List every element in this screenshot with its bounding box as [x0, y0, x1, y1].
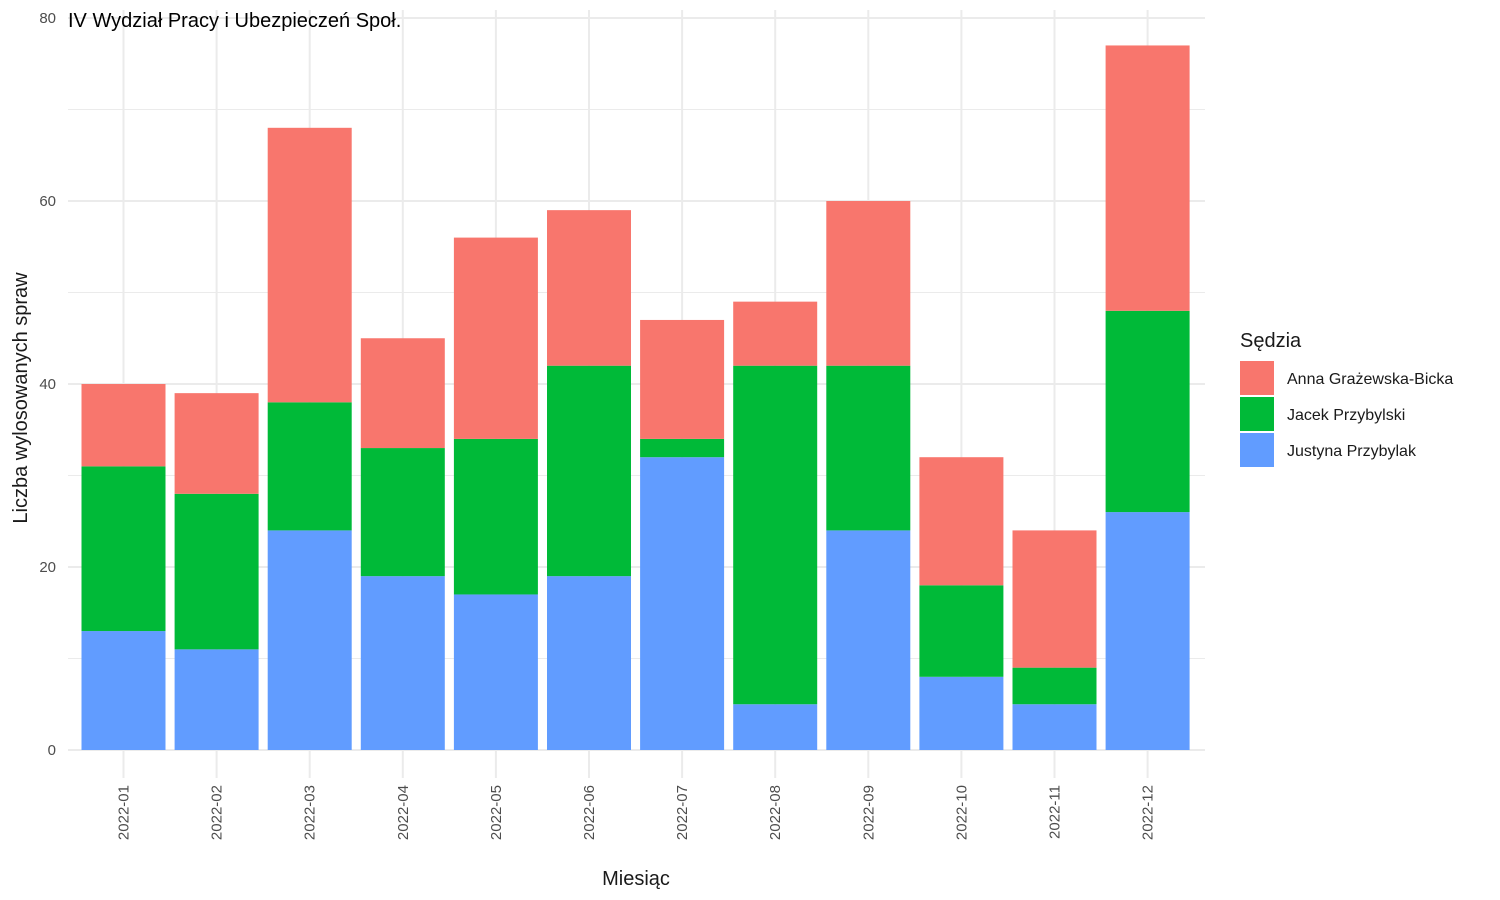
x-tick-label: 2022-10	[953, 785, 970, 840]
legend: Sędzia Anna Grażewska-Bicka Jacek Przybyl…	[1240, 330, 1453, 467]
bar-segment-2022-12-s1	[1105, 310, 1190, 513]
bar-segment-2022-07-s1	[640, 438, 725, 458]
bar-segment-2022-08-s1	[733, 365, 818, 705]
bar-segment-2022-10-s0	[919, 676, 1004, 750]
bar-segment-2022-01-s1	[81, 466, 166, 632]
bar-segment-2022-01-s2	[81, 384, 166, 467]
x-tick-label: 2022-03	[302, 785, 319, 840]
bar-segment-2022-03-s2	[267, 127, 352, 403]
legend-label: Jacek Przybylski	[1287, 407, 1405, 424]
bar-segment-2022-10-s2	[919, 457, 1004, 586]
bar-segment-2022-03-s0	[267, 530, 352, 750]
bar-segment-2022-05-s1	[453, 438, 538, 595]
legend-label: Anna Grażewska-Bicka	[1287, 371, 1453, 388]
x-axis-title: Miesiąc	[602, 868, 670, 890]
bar-segment-2022-10-s1	[919, 585, 1004, 677]
chart-title: IV Wydział Pracy i Ubezpieczeń Społ.	[68, 10, 401, 32]
bar-segment-2022-06-s1	[547, 365, 631, 577]
legend-key	[1240, 397, 1274, 431]
bar-segment-2022-02-s2	[174, 393, 259, 494]
x-tick-label: 2022-04	[395, 785, 412, 840]
x-tick-label: 2022-05	[488, 785, 505, 840]
bar-segment-2022-09-s1	[826, 365, 911, 531]
x-tick-label: 2022-11	[1047, 785, 1064, 839]
bar-segment-2022-05-s2	[453, 237, 538, 439]
bar-segment-2022-08-s2	[733, 301, 818, 366]
bar-segment-2022-09-s2	[826, 201, 911, 366]
x-tick-label: 2022-08	[767, 785, 784, 840]
y-axis-title: Liczba wylosowanych spraw	[10, 272, 32, 524]
bar-segment-2022-11-s2	[1012, 530, 1097, 668]
x-tick-label: 2022-09	[860, 785, 877, 840]
bar-segment-2022-01-s0	[81, 631, 166, 750]
bar-segment-2022-07-s0	[640, 457, 725, 750]
x-tick-label: 2022-06	[581, 785, 598, 840]
bar-segment-2022-02-s0	[174, 649, 259, 750]
bar-segment-2022-08-s0	[733, 704, 818, 750]
bar-segment-2022-06-s2	[547, 210, 631, 366]
legend-title: Sędzia	[1240, 330, 1302, 352]
bars-layer	[81, 45, 1190, 750]
y-tick-label: 60	[39, 193, 56, 210]
x-tick-label: 2022-01	[116, 785, 133, 840]
y-tick-label: 20	[39, 559, 56, 576]
x-tick-label: 2022-12	[1140, 785, 1157, 840]
bar-segment-2022-11-s1	[1012, 667, 1097, 705]
bar-segment-2022-02-s1	[174, 493, 259, 650]
legend-items: Anna Grażewska-Bicka Jacek Przybylski Just…	[1240, 361, 1453, 467]
bar-segment-2022-11-s0	[1012, 704, 1097, 750]
y-tick-label: 40	[39, 376, 56, 393]
bar-segment-2022-04-s0	[360, 576, 445, 750]
bar-segment-2022-05-s0	[453, 594, 538, 750]
bar-segment-2022-12-s0	[1105, 512, 1190, 750]
legend-key	[1240, 361, 1274, 395]
bar-segment-2022-06-s0	[547, 576, 631, 750]
bar-segment-2022-07-s2	[640, 319, 725, 439]
bar-segment-2022-04-s1	[360, 448, 445, 577]
bar-segment-2022-12-s2	[1105, 45, 1190, 311]
y-tick-label: 80	[39, 10, 56, 27]
axis-layer: 0 20 40 60 80 2022-01 2022-02 2022-03 2022-04 202…	[39, 10, 1156, 840]
y-tick-label: 0	[48, 742, 56, 759]
x-tick-label: 2022-07	[674, 785, 691, 840]
legend-key	[1240, 433, 1274, 467]
x-tick-label: 2022-02	[209, 785, 226, 840]
bar-segment-2022-03-s1	[267, 402, 352, 531]
legend-label: Justyna Przybylak	[1287, 443, 1417, 460]
bar-segment-2022-04-s2	[360, 338, 445, 449]
bar-segment-2022-09-s0	[826, 530, 911, 750]
